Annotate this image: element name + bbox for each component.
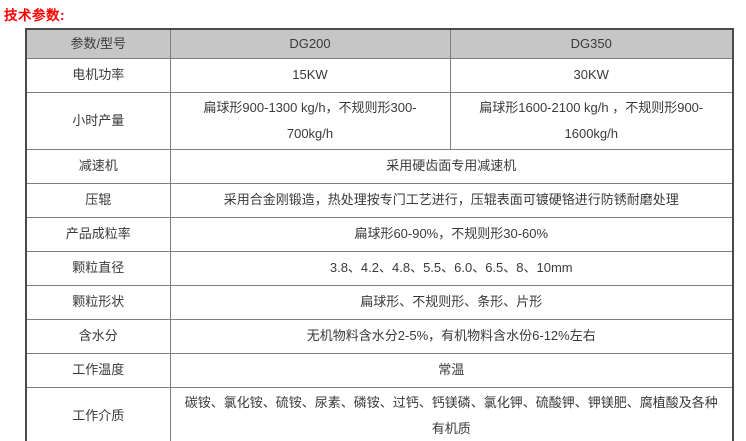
table-row: 电机功率 15KW 30KW <box>25 57 734 93</box>
value-cell: 3.8、4.2、4.8、5.5、6.0、6.5、8、10mm <box>169 250 734 286</box>
value-cell: 采用合金刚锻造，热处理按专门工艺进行，压辊表面可镀硬铬进行防锈耐磨处理 <box>169 182 734 218</box>
table-row: 工作温度 常温 <box>25 352 734 388</box>
value-cell: 15KW <box>169 57 451 93</box>
header-param-model: 参数/型号 <box>25 28 171 59</box>
value-cell: 碳铵、氯化铵、硫铵、尿素、磷铵、过钙、钙镁磷、氯化钾、硫酸钾、钾镁肥、腐植酸及各… <box>169 386 734 441</box>
value-cell: 30KW <box>449 57 734 93</box>
param-label-cell: 颗粒直径 <box>25 250 171 286</box>
param-label-cell: 含水分 <box>25 318 171 354</box>
table-header-row: 参数/型号 DG200 DG350 <box>25 28 734 59</box>
value-cell: 扁球形900-1300 kg/h，不规则形300-700kg/h <box>169 91 451 150</box>
value-cell: 采用硬齿面专用减速机 <box>169 148 734 184</box>
param-label-cell: 压辊 <box>25 182 171 218</box>
param-label-cell: 电机功率 <box>25 57 171 93</box>
table-row: 工作介质 碳铵、氯化铵、硫铵、尿素、磷铵、过钙、钙镁磷、氯化钾、硫酸钾、钾镁肥、腐… <box>25 386 734 441</box>
value-cell: 常温 <box>169 352 734 388</box>
param-label-cell: 工作介质 <box>25 386 171 441</box>
header-model-dg200: DG200 <box>169 28 451 59</box>
table-body: 电机功率 15KW 30KW 小时产量 扁球形900-1300 kg/h，不规则形300… <box>25 57 734 441</box>
spec-table: 参数/型号 DG200 DG350 电机功率 15KW 30KW 小时产量 扁球形900… <box>25 28 734 441</box>
param-label-cell: 减速机 <box>25 148 171 184</box>
param-label-cell: 工作温度 <box>25 352 171 388</box>
header-model-dg350: DG350 <box>449 28 734 59</box>
page-title: 技术参数: <box>4 8 65 23</box>
param-label-cell: 小时产量 <box>25 91 171 150</box>
value-cell: 无机物料含水分2-5%，有机物料含水份6-12%左右 <box>169 318 734 354</box>
table-row: 小时产量 扁球形900-1300 kg/h，不规则形300-700kg/h 扁球形1… <box>25 91 734 150</box>
table-row: 产品成粒率 扁球形60-90%，不规则形30-60% <box>25 216 734 252</box>
param-label-cell: 产品成粒率 <box>25 216 171 252</box>
value-cell: 扁球形1600-2100 kg/h ，不规则形900-1600kg/h <box>449 91 734 150</box>
table-row: 颗粒形状 扁球形、不规则形、条形、片形 <box>25 284 734 320</box>
table-row: 颗粒直径 3.8、4.2、4.8、5.5、6.0、6.5、8、10mm <box>25 250 734 286</box>
param-label-cell: 颗粒形状 <box>25 284 171 320</box>
table-row: 压辊 采用合金刚锻造，热处理按专门工艺进行，压辊表面可镀硬铬进行防锈耐磨处理 <box>25 182 734 218</box>
table-row: 减速机 采用硬齿面专用减速机 <box>25 148 734 184</box>
table-row: 含水分 无机物料含水分2-5%，有机物料含水份6-12%左右 <box>25 318 734 354</box>
value-cell: 扁球形60-90%，不规则形30-60% <box>169 216 734 252</box>
value-cell: 扁球形、不规则形、条形、片形 <box>169 284 734 320</box>
